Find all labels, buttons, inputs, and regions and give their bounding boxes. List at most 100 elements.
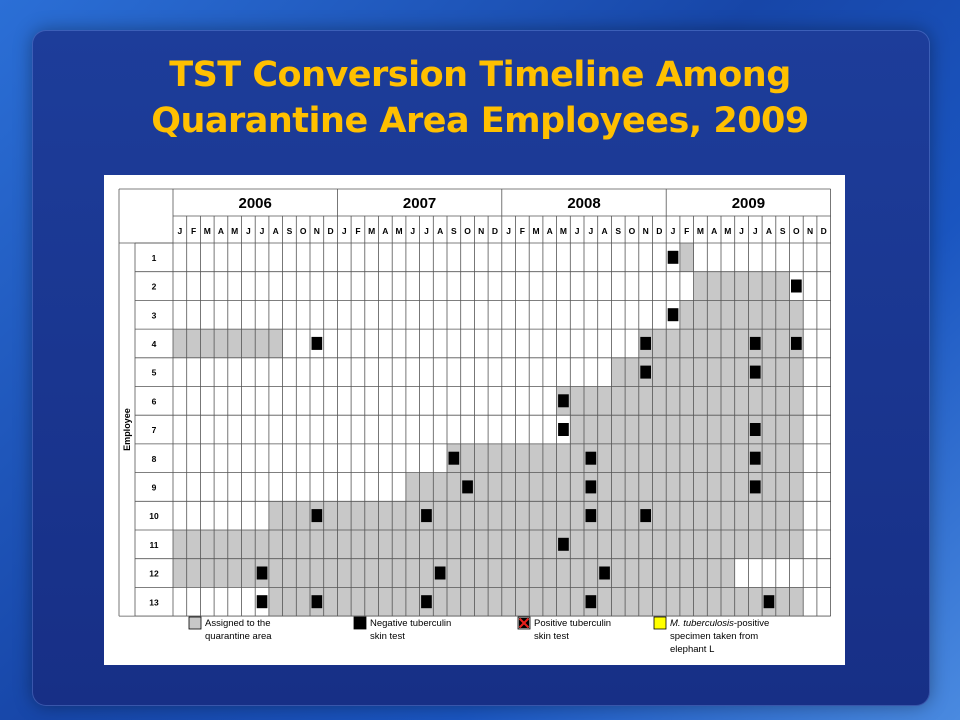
month-label: O [629, 226, 636, 236]
assigned-cell [693, 472, 708, 502]
employee-number-7: 7 [152, 425, 157, 435]
assigned-cell [501, 587, 516, 617]
assigned-cell [255, 530, 269, 559]
month-label: M [368, 226, 375, 236]
negative-test-marker [640, 509, 651, 523]
assigned-cell [268, 558, 283, 588]
assigned-cell [570, 501, 584, 530]
assigned-cell [775, 271, 790, 301]
year-label-2008: 2008 [567, 195, 600, 212]
month-label: A [711, 226, 717, 236]
assigned-cell [173, 558, 187, 588]
assigned-cell [679, 587, 694, 617]
assigned-cell [679, 329, 694, 358]
assigned-cell [762, 386, 776, 416]
month-label: J [671, 226, 676, 236]
assigned-cell [186, 329, 201, 358]
assigned-cell [679, 530, 694, 559]
legend-positive-x [518, 617, 530, 629]
month-label: S [615, 226, 621, 236]
assigned-cell [625, 386, 639, 416]
assigned-cell [474, 587, 489, 617]
assigned-cell [611, 558, 626, 588]
chart-marks [173, 243, 804, 617]
assigned-cell [679, 558, 694, 588]
month-label: A [218, 226, 224, 236]
assigned-cell [460, 501, 475, 530]
assigned-cell [693, 415, 708, 444]
legend-text-line2: skin test [370, 631, 405, 642]
assigned-cell [748, 587, 763, 617]
assigned-cell [762, 415, 776, 444]
month-label: M [231, 226, 238, 236]
assigned-cell [666, 472, 680, 502]
assigned-cell [638, 415, 653, 444]
assigned-cell [775, 587, 790, 617]
assigned-cell [707, 386, 721, 416]
negative-test-marker [434, 566, 446, 580]
assigned-cell [652, 386, 667, 416]
assigned-cell [762, 329, 776, 358]
assigned-cell [337, 558, 352, 588]
negative-test-marker [311, 595, 323, 609]
assigned-cell [488, 587, 502, 617]
assigned-cell [405, 587, 420, 617]
assigned-cell [323, 501, 338, 530]
assigned-cell [652, 329, 667, 358]
assigned-cell [721, 271, 735, 301]
assigned-cell [734, 530, 749, 559]
legend-swatch-specimen [653, 616, 667, 630]
assigned-cell [679, 415, 694, 444]
assigned-cell [611, 415, 626, 444]
assigned-cell [638, 530, 653, 559]
assigned-cell [378, 558, 393, 588]
assigned-cell [638, 587, 653, 617]
assigned-cell [611, 501, 626, 530]
assigned-cell [762, 271, 776, 301]
assigned-cell [666, 329, 680, 358]
assigned-cell [734, 357, 749, 387]
legend-item-negative: Negative tuberculin skin test [353, 616, 451, 642]
month-label: O [793, 226, 800, 236]
assigned-cell [721, 443, 735, 473]
assigned-cell [721, 587, 735, 617]
month-label: N [314, 226, 320, 236]
month-label: S [780, 226, 786, 236]
assigned-cell [734, 271, 749, 301]
assigned-cell [515, 472, 530, 502]
assigned-cell [570, 415, 584, 444]
assigned-cell [323, 558, 338, 588]
slide-title: TST Conversion Timeline Among Quarantine… [40, 52, 920, 144]
assigned-cell [611, 443, 626, 473]
assigned-cell [268, 530, 283, 559]
legend-text-line2: quarantine area [205, 631, 272, 642]
assigned-cell [378, 501, 393, 530]
assigned-cell [433, 530, 447, 559]
month-label: S [451, 226, 457, 236]
employee-number-3: 3 [152, 310, 157, 320]
negative-test-marker [667, 250, 679, 264]
assigned-cell [337, 587, 352, 617]
assigned-cell [542, 501, 557, 530]
assigned-cell [323, 587, 338, 617]
assigned-cell [652, 472, 667, 502]
assigned-cell [775, 472, 790, 502]
assigned-cell [597, 472, 612, 502]
month-label: J [410, 226, 415, 236]
assigned-cell [241, 558, 256, 588]
assigned-cell [570, 530, 584, 559]
assigned-cell [748, 530, 763, 559]
assigned-cell [693, 271, 708, 301]
legend-swatch-assigned [188, 616, 202, 630]
assigned-cell [255, 329, 269, 358]
assigned-cell [323, 530, 338, 559]
assigned-cell [460, 587, 475, 617]
assigned-cell [679, 386, 694, 416]
negative-test-marker [421, 509, 432, 523]
assigned-cell [542, 558, 557, 588]
assigned-cell [515, 443, 530, 473]
assigned-cell [679, 243, 694, 272]
negative-test-marker [640, 365, 651, 379]
assigned-cell [529, 472, 543, 502]
assigned-cell [707, 300, 721, 330]
